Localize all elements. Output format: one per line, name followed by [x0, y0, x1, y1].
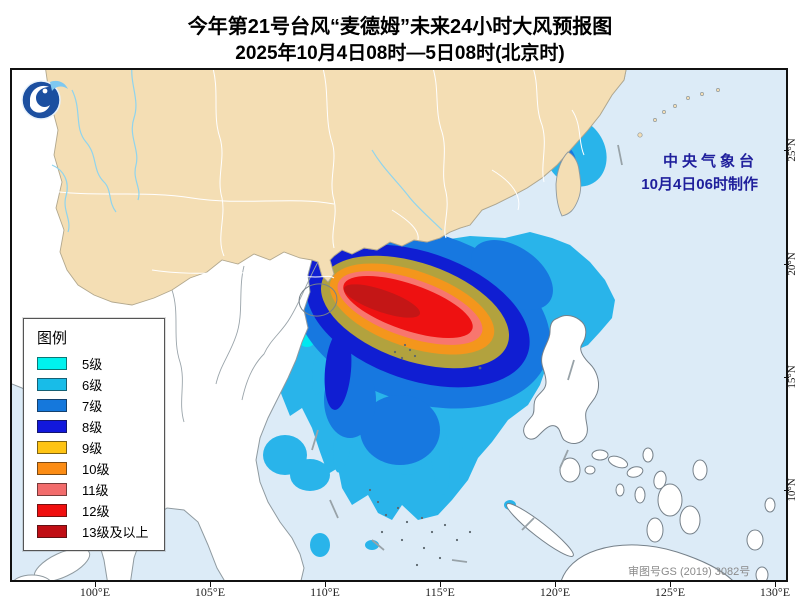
lon-label-105e: 105°E — [194, 585, 226, 599]
lat-label-15n: 15°N — [786, 365, 798, 389]
legend-swatch-11 — [37, 483, 67, 496]
lon-label-110e: 110°E — [310, 585, 340, 599]
hainan-island — [298, 283, 338, 317]
axis-tick — [784, 264, 789, 265]
lon-label-125e: 125°E — [654, 585, 686, 599]
lat-label-20n: 20°N — [786, 252, 798, 276]
axis-tick — [210, 582, 211, 587]
lon-label-115e: 115°E — [425, 585, 455, 599]
page-title: 今年第21号台风“麦德姆”未来24小时大风预报图 — [187, 16, 613, 38]
lon-label-120e: 120°E — [539, 585, 571, 599]
axis-tick — [325, 582, 326, 587]
axis-tick — [95, 582, 96, 587]
axis-tick — [670, 582, 671, 587]
taiwan-island — [555, 151, 582, 217]
legend-swatch-6 — [37, 378, 67, 391]
china-mainland — [45, 70, 627, 306]
legend-swatch-7 — [37, 399, 67, 412]
legend-item: 8级 — [37, 416, 164, 437]
cma-logo-icon — [21, 80, 68, 120]
lon-label-100e: 100°E — [79, 585, 111, 599]
legend-item: 7级 — [37, 395, 164, 416]
province-borders — [44, 70, 585, 279]
legend-item: 13级及以上 — [37, 521, 164, 542]
rivers — [51, 70, 443, 233]
legend-item: 12级 — [37, 500, 164, 521]
axis-tick — [555, 582, 556, 587]
philippine-islands — [506, 314, 776, 580]
axis-tick — [784, 377, 789, 378]
ryukyu-islets — [637, 88, 720, 138]
legend-swatch-13 — [37, 525, 67, 538]
legend-swatch-10 — [37, 462, 67, 475]
lon-label-130e: 130°E — [759, 585, 791, 599]
issue-time: 10月4日06时制作 — [641, 176, 758, 193]
map-license: 审图号GS (2019) 3082号 — [628, 566, 751, 578]
lat-label-25n: 25°N — [786, 138, 798, 162]
borneo-island — [561, 544, 733, 580]
legend: 图例 5级 6级 7级 8级 9级 10级 11级 12级 13级及以上 — [23, 318, 165, 551]
agency-credit: 中央气象台 10月4日06时制作 — [641, 150, 758, 194]
axis-tick — [784, 490, 789, 491]
legend-swatch-5 — [37, 357, 67, 370]
legend-item: 10级 — [37, 458, 164, 479]
legend-swatch-12 — [37, 504, 67, 517]
legend-item: 9级 — [37, 437, 164, 458]
axis-tick — [775, 582, 776, 587]
boundary-dashes — [311, 144, 623, 563]
legend-item: 6级 — [37, 374, 164, 395]
legend-title: 图例 — [37, 330, 68, 347]
axis-tick — [784, 150, 789, 151]
axis-tick — [440, 582, 441, 587]
reef-specks — [368, 343, 482, 567]
legend-item: 11级 — [37, 479, 164, 500]
page-subtitle: 2025年10月4日08时—5日08时(北京时) — [235, 43, 565, 64]
wind-area-level13 — [344, 284, 420, 318]
agency-name: 中央气象台 — [662, 153, 758, 170]
legend-swatch-8 — [37, 420, 67, 433]
country-borders — [171, 261, 319, 423]
legend-swatch-9 — [37, 441, 67, 454]
legend-item: 5级 — [37, 353, 164, 374]
lat-label-10n: 10°N — [786, 478, 798, 502]
